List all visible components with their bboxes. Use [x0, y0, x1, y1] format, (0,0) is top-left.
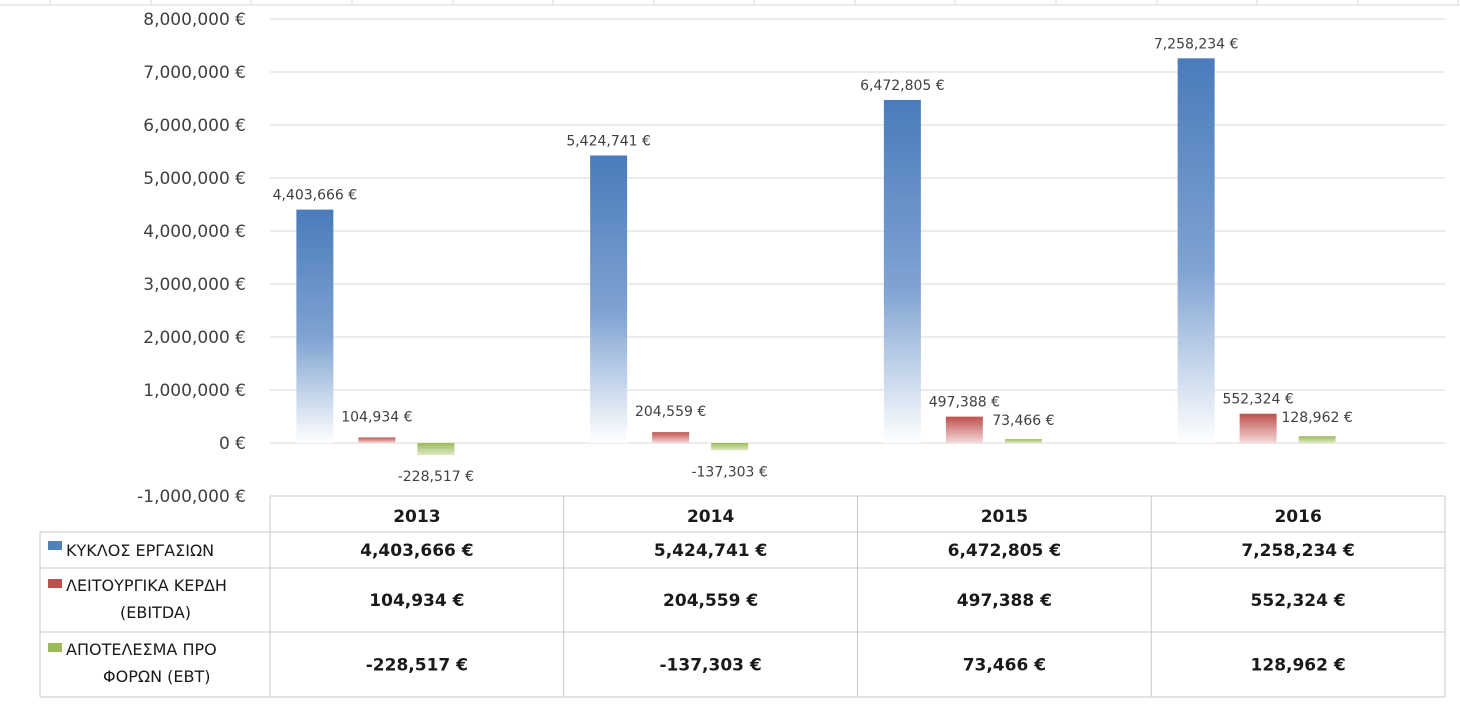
table-cell: 73,466 €	[963, 656, 1046, 676]
legend-key	[48, 643, 62, 652]
bar	[883, 99, 921, 443]
table-header-year: 2015	[981, 507, 1028, 527]
bar	[652, 432, 690, 443]
data-label: -137,303 €	[691, 464, 767, 480]
bar	[1298, 436, 1336, 443]
table-cell: 5,424,741 €	[654, 541, 767, 561]
data-label: 104,934 €	[341, 409, 412, 425]
table-cell: 497,388 €	[957, 591, 1052, 611]
table-header-year: 2013	[393, 507, 440, 527]
data-label: -228,517 €	[398, 469, 474, 485]
bar	[590, 155, 628, 444]
table-header-year: 2014	[687, 507, 734, 527]
data-label: 4,403,666 €	[273, 188, 358, 204]
data-label: 128,962 €	[1281, 410, 1352, 426]
y-tick-label: 5,000,000 €	[143, 169, 246, 189]
data-label: 73,466 €	[992, 413, 1054, 429]
table-cell: 4,403,666 €	[360, 541, 473, 561]
y-tick-label: 7,000,000 €	[143, 63, 246, 83]
y-tick-label: 2,000,000 €	[143, 328, 246, 348]
bar	[711, 443, 749, 451]
data-label: 5,424,741 €	[566, 133, 651, 149]
legend-key	[48, 579, 62, 588]
y-tick-label: 1,000,000 €	[143, 381, 246, 401]
legend-key	[48, 541, 62, 550]
legend-label: ΑΠΟΤΕΛΕΣΜΑ ΠΡΟ ΦΟΡΩΝ (EBT)	[66, 640, 217, 686]
legend-label: ΚΥΚΛΟΣ ΕΡΓΑΣΙΩΝ	[66, 541, 214, 560]
table-cell: 128,962 €	[1251, 656, 1346, 676]
y-tick-label: 4,000,000 €	[143, 222, 246, 242]
data-label: 7,258,234 €	[1154, 36, 1239, 52]
bar	[1239, 413, 1277, 443]
data-label: 204,559 €	[635, 404, 706, 420]
data-label: 552,324 €	[1222, 392, 1293, 408]
data-label: 497,388 €	[929, 395, 1000, 411]
table-cell: -228,517 €	[366, 656, 468, 676]
y-tick-label: 6,000,000 €	[143, 116, 246, 136]
table-cell: 7,258,234 €	[1241, 541, 1354, 561]
bar	[1004, 439, 1042, 443]
bar	[358, 437, 396, 443]
table-cell: -137,303 €	[660, 656, 762, 676]
bar	[945, 416, 983, 443]
y-tick-label: 0 €	[219, 434, 246, 454]
y-tick-label: 3,000,000 €	[143, 275, 246, 295]
legend-label: ΛΕΙΤΟΥΡΓΙΚΑ ΚΕΡΔΗ (EBITDA)	[66, 576, 227, 622]
table-cell: 204,559 €	[663, 591, 758, 611]
bar	[1177, 58, 1215, 443]
table-cell: 552,324 €	[1251, 591, 1346, 611]
y-tick-label: -1,000,000 €	[137, 487, 246, 507]
table-cell: 104,934 €	[369, 591, 464, 611]
data-label: 6,472,805 €	[860, 78, 945, 94]
bar	[296, 209, 334, 443]
sheet-top-strip	[0, 0, 1460, 6]
y-tick-label: 8,000,000 €	[143, 10, 246, 30]
table-cell: 6,472,805 €	[948, 541, 1061, 561]
bar	[417, 443, 455, 456]
table-header-year: 2016	[1274, 507, 1321, 527]
